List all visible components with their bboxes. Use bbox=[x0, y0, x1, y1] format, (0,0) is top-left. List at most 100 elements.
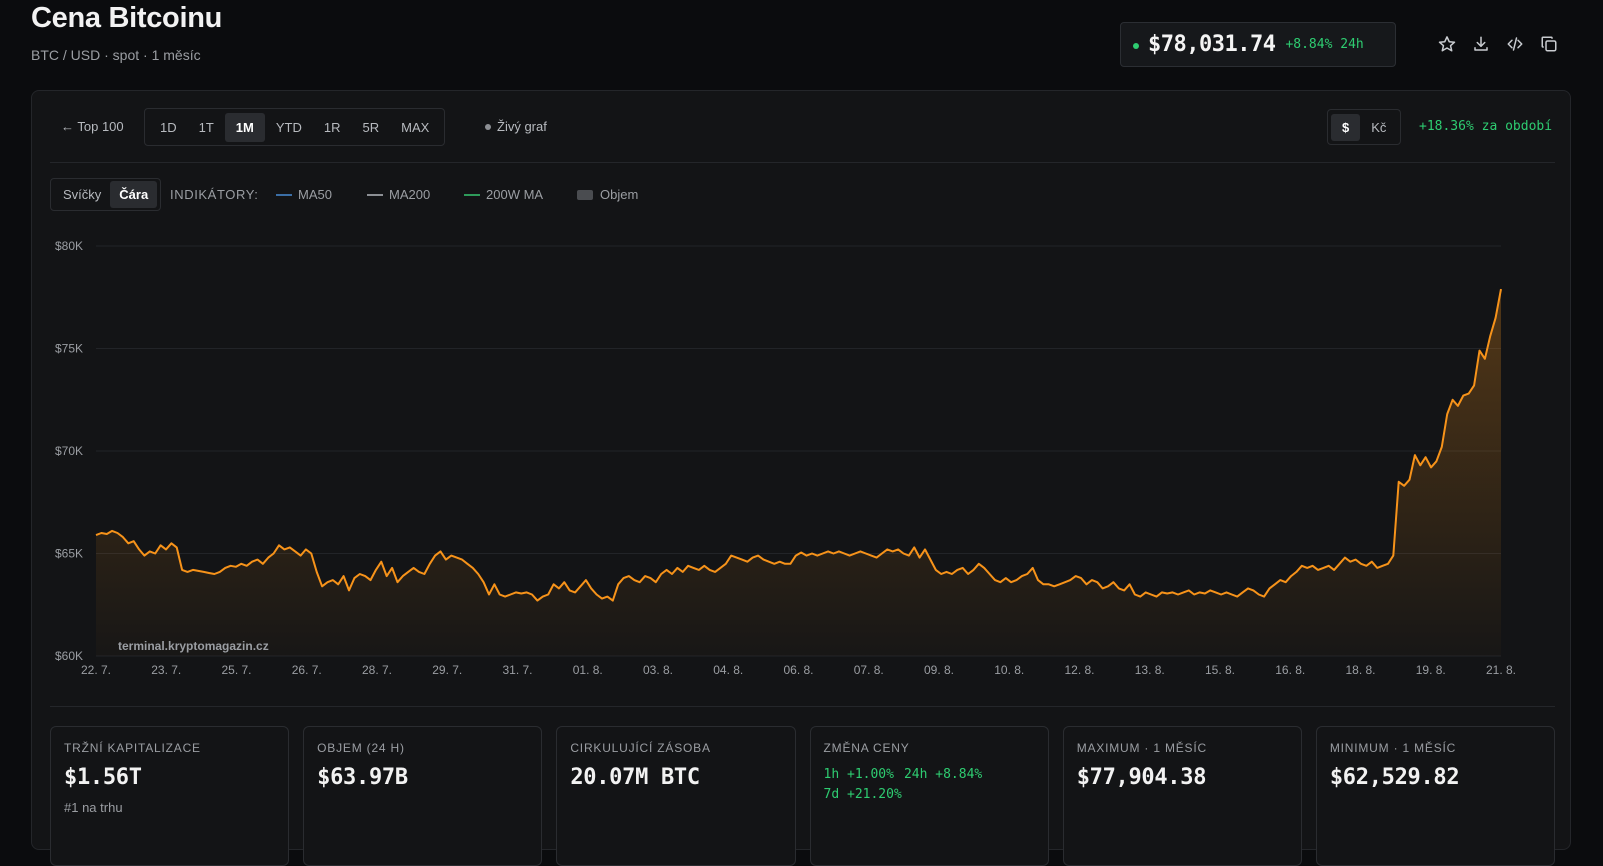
stat-max-1m: MAXIMUM · 1 MĚSÍC $77,904.38 bbox=[1062, 726, 1302, 866]
change-24h: 24h +8.84% bbox=[903, 767, 983, 782]
stat-min-1m: MINIMUM · 1 MĚSÍC $62,529.82 bbox=[1315, 726, 1556, 866]
range-button-max[interactable]: MAX bbox=[401, 119, 430, 135]
x-tick-label: 25. 7. bbox=[221, 663, 251, 677]
range-button-1m[interactable]: 1M bbox=[224, 112, 265, 142]
x-tick-label: 23. 7. bbox=[151, 663, 181, 677]
y-tick-label: $70K bbox=[55, 444, 83, 458]
chart-type-candles[interactable]: Svíčky bbox=[63, 187, 102, 202]
chart-type-toolbar: Svíčky Čára INDIKÁTORY: MA50 MA200 200W … bbox=[50, 178, 1555, 212]
x-tick-label: 07. 8. bbox=[854, 663, 884, 677]
indicators-label: INDIKÁTORY: bbox=[170, 187, 259, 202]
current-price: $78,031.74 bbox=[1148, 32, 1276, 57]
stat-label: ZMĚNA CENY bbox=[823, 741, 910, 755]
x-tick-label: 03. 8. bbox=[643, 663, 673, 677]
stat-value: $62,529.82 bbox=[1329, 765, 1460, 790]
page-subtitle: BTC / USD · spot · 1 měsíc bbox=[31, 47, 201, 63]
range-button-1r[interactable]: 1R bbox=[323, 119, 341, 135]
x-tick-label: 04. 8. bbox=[713, 663, 743, 677]
chart-type-selector: Svíčky Čára bbox=[50, 178, 162, 211]
embed-code-icon[interactable] bbox=[1505, 34, 1525, 54]
time-range-selector: 1D 1T 1M YTD 1R 5R MAX bbox=[144, 108, 446, 146]
price-line bbox=[95, 288, 1502, 602]
stat-value: $77,904.38 bbox=[1076, 765, 1207, 790]
stat-price-change: ZMĚNA CENY 1h +1.00% 24h +8.84% 7d +21.20… bbox=[809, 726, 1049, 866]
chart-type-line[interactable]: Čára bbox=[110, 181, 158, 208]
currency-selector: $ Kč bbox=[1327, 109, 1402, 145]
y-tick-label: $60K bbox=[55, 649, 83, 663]
live-price-box: $78,031.74 +8.84% 24h bbox=[1120, 22, 1396, 67]
live-chart-dot-icon bbox=[485, 123, 491, 130]
price-change-24h: +8.84% 24h bbox=[1285, 37, 1364, 52]
currency-button-usd[interactable]: $ bbox=[1331, 113, 1361, 141]
star-icon[interactable] bbox=[1437, 34, 1457, 54]
range-button-1t[interactable]: 1T bbox=[198, 119, 214, 135]
x-tick-label: 16. 8. bbox=[1275, 663, 1305, 677]
stat-label: OBJEM (24 H) bbox=[317, 741, 405, 755]
y-tick-label: $80K bbox=[55, 239, 83, 253]
download-icon[interactable] bbox=[1471, 34, 1491, 54]
range-button-1d[interactable]: 1D bbox=[160, 119, 177, 135]
change-1h: 1h +1.00% bbox=[823, 767, 894, 782]
stat-label: TRŽNÍ KAPITALIZACE bbox=[64, 741, 201, 755]
stat-value: 20.07M BTC bbox=[570, 765, 700, 790]
price-change-list: 1h +1.00% 24h +8.84% 7d +21.20% bbox=[824, 765, 1035, 805]
copy-icon[interactable] bbox=[1539, 34, 1559, 54]
y-tick-label: $75K bbox=[55, 342, 83, 356]
stats-row: TRŽNÍ KAPITALIZACE $1.56T #1 na trhu OBJ… bbox=[50, 726, 1556, 866]
indicator-ma200-label: MA200 bbox=[389, 187, 431, 202]
x-tick-label: 06. 8. bbox=[783, 663, 813, 677]
indicator-volume-label: Objem bbox=[600, 187, 639, 202]
stat-circulating-supply: CIRKULUJÍCÍ ZÁSOBA 20.07M BTC bbox=[556, 726, 796, 866]
period-change: +18.36% za období bbox=[1419, 119, 1553, 134]
indicator-200w-ma-toggle[interactable]: 200W MA bbox=[464, 187, 543, 202]
volume-box-icon bbox=[577, 189, 593, 200]
indicator-ma50-toggle[interactable]: MA50 bbox=[276, 187, 332, 202]
ma200-line-icon bbox=[367, 193, 383, 196]
change-7d: 7d +21.20% bbox=[823, 787, 902, 802]
header-actions bbox=[1437, 34, 1559, 54]
page-title: Cena Bitcoinu bbox=[31, 2, 223, 34]
stat-sub: #1 na trhu bbox=[64, 800, 123, 815]
x-tick-label: 22. 7. bbox=[81, 663, 111, 677]
indicator-200w-ma-label: 200W MA bbox=[486, 187, 544, 202]
indicator-volume-toggle[interactable]: Objem bbox=[577, 187, 638, 202]
x-tick-label: 18. 8. bbox=[1345, 663, 1375, 677]
y-tick-label: $65K bbox=[55, 547, 83, 561]
chart-panel: ← Top 100 1D 1T 1M YTD 1R 5R MAX Živý gr… bbox=[31, 90, 1571, 866]
x-tick-label: 01. 8. bbox=[573, 663, 603, 677]
stat-volume-24h: OBJEM (24 H) $63.97B bbox=[303, 726, 543, 866]
x-tick-label: 15. 8. bbox=[1205, 663, 1235, 677]
live-chart-label: Živý graf bbox=[497, 119, 547, 134]
stat-label: CIRKULUJÍCÍ ZÁSOBA bbox=[570, 741, 711, 755]
indicator-ma200-toggle[interactable]: MA200 bbox=[367, 187, 430, 202]
chart-bottom-divider bbox=[50, 706, 1555, 707]
back-to-top100-link[interactable]: ← Top 100 bbox=[61, 119, 124, 134]
currency-button-czk[interactable]: Kč bbox=[1371, 119, 1387, 135]
ma50-line-icon bbox=[276, 193, 292, 196]
price-area-fill bbox=[96, 289, 1501, 656]
x-tick-label: 19. 8. bbox=[1416, 663, 1446, 677]
chart-watermark: terminal.kryptomagazin.cz bbox=[118, 639, 269, 653]
x-tick-label: 09. 8. bbox=[924, 663, 954, 677]
x-tick-label: 10. 8. bbox=[994, 663, 1024, 677]
price-chart[interactable]: terminal.kryptomagazin.cz $80K $75K $70K $6… bbox=[50, 236, 1555, 686]
ma200w-line-icon bbox=[464, 193, 480, 196]
stat-value: $63.97B bbox=[317, 765, 408, 790]
x-tick-label: 26. 7. bbox=[292, 663, 322, 677]
x-tick-label: 29. 7. bbox=[432, 663, 462, 677]
stat-label: MINIMUM · 1 MĚSÍC bbox=[1329, 741, 1457, 755]
chart-toolbar: ← Top 100 1D 1T 1M YTD 1R 5R MAX Živý gr… bbox=[50, 108, 1555, 146]
range-button-5r[interactable]: 5R bbox=[362, 119, 380, 135]
x-tick-label: 31. 7. bbox=[502, 663, 532, 677]
range-button-ytd[interactable]: YTD bbox=[275, 119, 302, 135]
toolbar-divider bbox=[50, 162, 1555, 163]
live-indicator-dot bbox=[1133, 42, 1139, 49]
page-header: Cena Bitcoinu BTC / USD · spot · 1 měsíc… bbox=[31, 0, 1571, 90]
stat-value: $1.56T bbox=[64, 765, 142, 790]
x-tick-label: 21. 8. bbox=[1486, 663, 1516, 677]
live-chart-toggle[interactable]: Živý graf bbox=[485, 119, 547, 134]
indicator-ma50-label: MA50 bbox=[298, 187, 332, 202]
x-tick-label: 13. 8. bbox=[1135, 663, 1165, 677]
stat-market-cap: TRŽNÍ KAPITALIZACE $1.56T #1 na trhu bbox=[50, 726, 290, 866]
x-tick-label: 12. 8. bbox=[1064, 663, 1094, 677]
